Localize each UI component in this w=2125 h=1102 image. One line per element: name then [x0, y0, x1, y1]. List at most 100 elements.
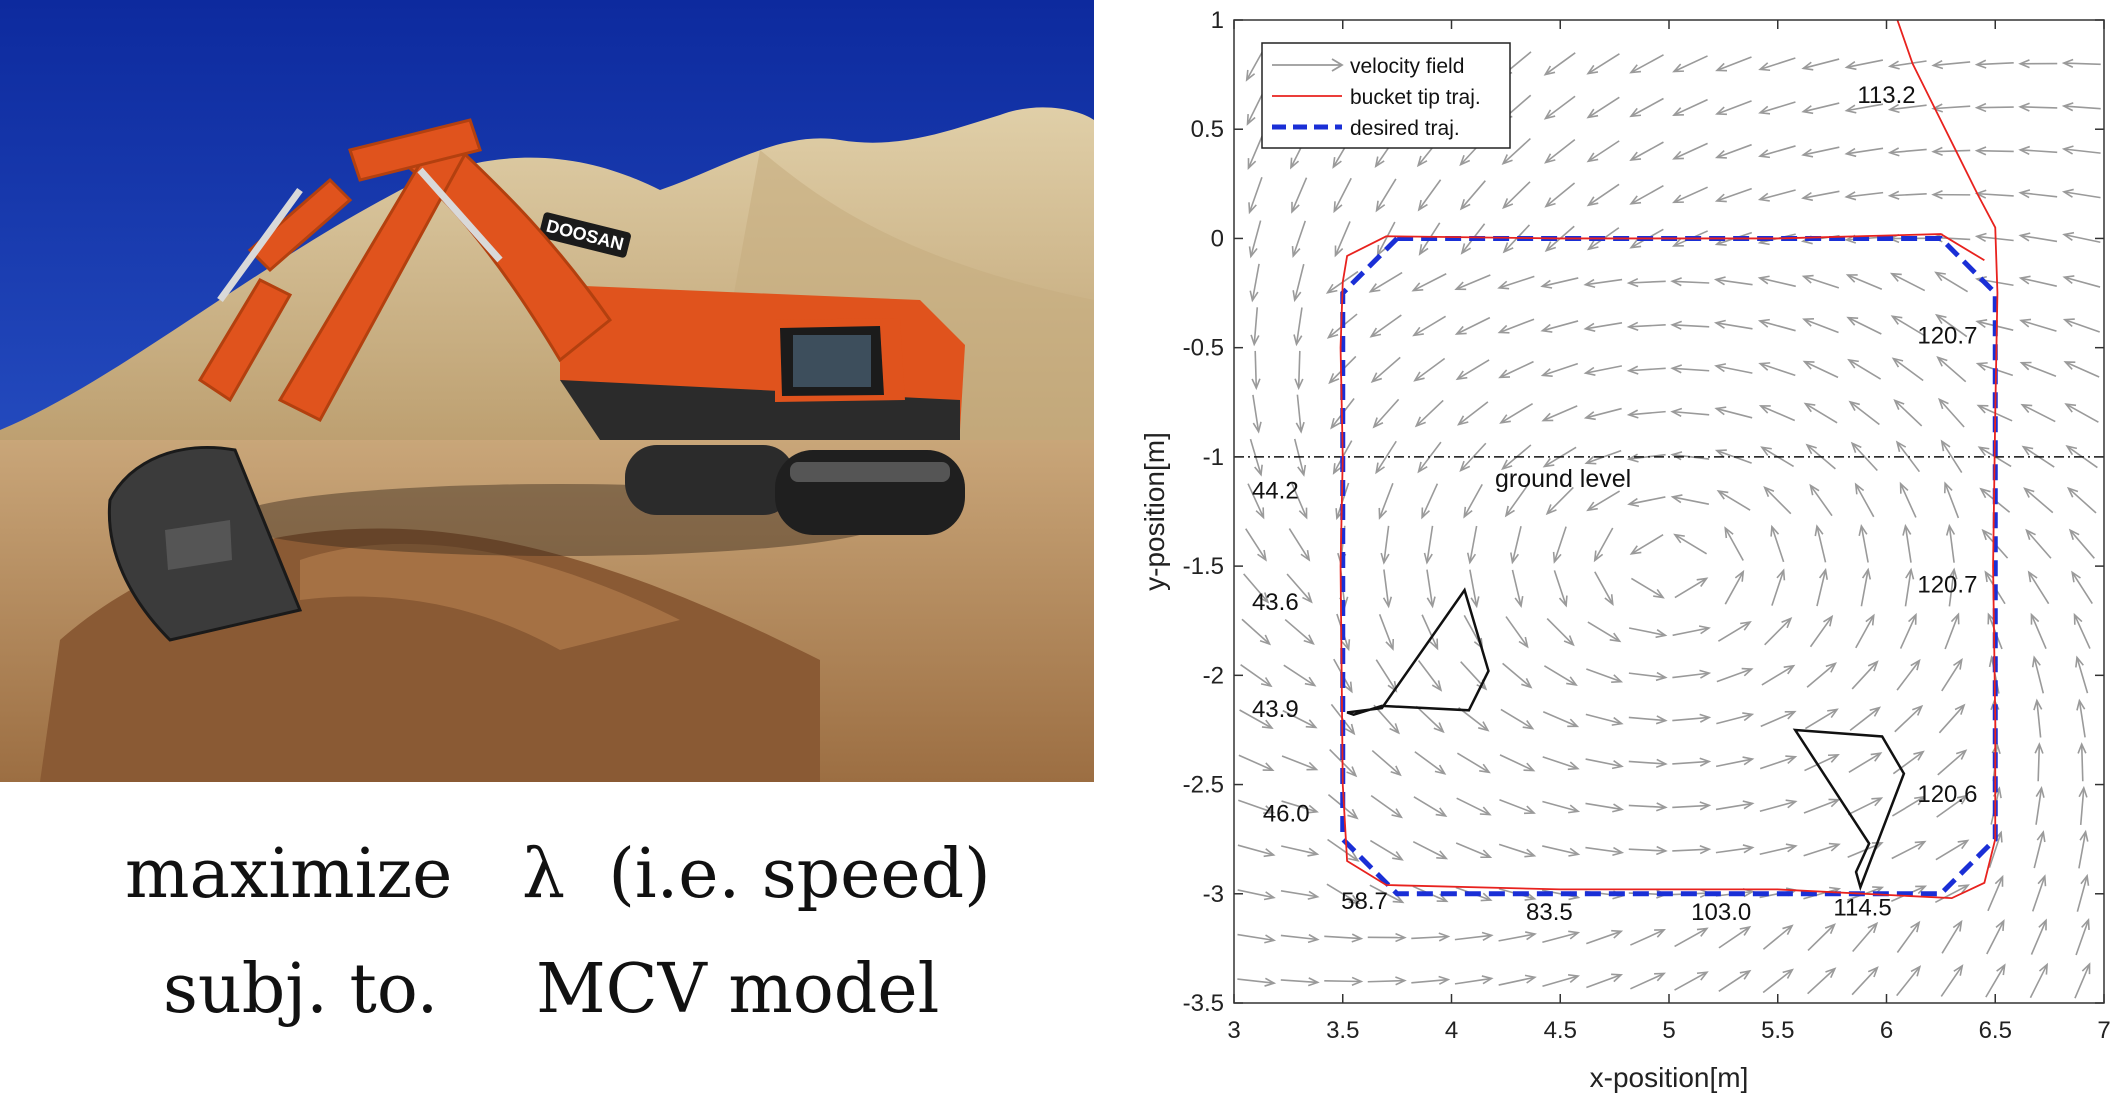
velocity-arrow	[1942, 922, 1961, 954]
velocity-arrow-head	[1953, 922, 1961, 932]
velocity-arrow-head	[1333, 157, 1341, 167]
velocity-arrow	[2068, 488, 2096, 513]
velocity-arrow	[1772, 570, 1784, 605]
velocity-arrow	[1588, 491, 1620, 510]
velocity-arrow-head	[1457, 371, 1467, 379]
velocity-arrow	[1901, 484, 1916, 518]
velocity-arrow	[1370, 273, 1402, 292]
velocity-arrow	[1415, 359, 1445, 381]
velocity-arrow-head	[1740, 622, 1750, 630]
velocity-arrow	[1805, 709, 1837, 728]
velocity-arrow	[1848, 318, 1881, 334]
velocity-arrow	[1811, 485, 1832, 515]
y-tick-label: -2	[1203, 662, 1224, 689]
velocity-arrow-head	[1892, 316, 1902, 324]
velocity-arrow	[1457, 753, 1489, 772]
velocity-arrow	[1554, 570, 1566, 605]
velocity-arrow-head	[1479, 764, 1489, 772]
velocity-arrow	[1988, 877, 2003, 911]
velocity-arrow	[1334, 178, 1351, 211]
velocity-arrow	[1808, 925, 1834, 951]
velocity-arrow	[1892, 842, 1925, 859]
velocity-arrow	[1547, 619, 1573, 645]
velocity-arrow	[1762, 666, 1794, 685]
velocity-arrow	[1895, 706, 1922, 731]
velocity-arrow-head	[2072, 572, 2080, 582]
velocity-arrow	[1459, 402, 1488, 425]
velocity-arrow	[1506, 617, 1527, 647]
velocity-arrow	[1629, 325, 1666, 327]
velocity-arrow-head	[1610, 633, 1620, 641]
velocity-arrow	[1292, 178, 1307, 212]
velocity-arrow	[1503, 663, 1531, 687]
velocity-arrow	[1938, 357, 1966, 381]
velocity-arrow-head	[1566, 677, 1576, 685]
velocity-arrow	[2075, 964, 2090, 998]
velocity-arrow	[1419, 180, 1441, 210]
velocity-arrow	[1760, 757, 1795, 769]
velocity-arrow	[1719, 971, 1750, 991]
velocity-arrow	[2031, 920, 2046, 954]
velocity-arrow	[1588, 622, 1620, 641]
velocity-arrow	[1545, 53, 1575, 75]
velocity-arrow	[1586, 669, 1621, 682]
x-tick-label: 4.5	[1544, 1017, 1577, 1044]
x-tick-label: 5	[1662, 1017, 1675, 1044]
velocity-arrow	[2022, 363, 2056, 377]
y-tick-label: -2.5	[1183, 772, 1224, 799]
velocity-arrow	[2031, 615, 2046, 649]
velocity-arrow	[1285, 620, 1313, 644]
velocity-arrow	[1380, 614, 1393, 649]
velocity-arrow	[1987, 921, 2004, 954]
velocity-arrow	[1895, 400, 1922, 425]
velocity-arrow	[1248, 134, 1263, 168]
velocity-arrow	[1457, 318, 1490, 334]
velocity-arrow	[1804, 844, 1839, 855]
obstacle-1	[1347, 590, 1488, 715]
velocity-arrow	[1805, 404, 1837, 423]
velocity-arrow	[1629, 805, 1666, 807]
velocity-arrow-head	[1871, 753, 1881, 761]
velocity-arrow	[1977, 107, 2014, 108]
velocity-arrow	[1501, 709, 1533, 728]
velocity-arrow	[1674, 100, 1708, 115]
velocity-arrow	[1977, 63, 2014, 65]
y-tick-label: -3	[1203, 881, 1224, 908]
velocity-arrow	[1935, 885, 1968, 902]
velocity-arrow	[1674, 56, 1708, 72]
velocity-arrow	[1933, 150, 1970, 151]
velocity-arrow	[1371, 796, 1401, 817]
velocity-arrow-head	[1370, 284, 1380, 292]
velocity-arrow	[2075, 615, 2090, 649]
velocity-arrow	[2065, 362, 2099, 377]
velocity-arrow	[1936, 841, 1968, 860]
y-tick-label: -1	[1203, 444, 1224, 471]
legend-label: bucket tip traj.	[1350, 86, 1481, 109]
velocity-arrow	[1761, 406, 1795, 421]
legend-label: desired traj.	[1350, 117, 1460, 140]
velocity-arrow	[1457, 798, 1490, 814]
velocity-arrow	[1464, 484, 1482, 516]
velocity-arrow	[1416, 706, 1443, 731]
velocity-arrow	[1897, 661, 1919, 691]
speed-label: 43.9	[1252, 696, 1299, 723]
velocity-arrow	[1939, 705, 1964, 733]
velocity-arrow	[1456, 843, 1490, 857]
velocity-arrow	[1631, 186, 1663, 204]
velocity-arrow	[1852, 968, 1877, 995]
velocity-arrow	[1936, 273, 1968, 292]
velocity-arrow	[1461, 181, 1485, 209]
y-tick-label: 1	[1211, 7, 1224, 34]
velocity-arrow	[1772, 527, 1784, 562]
x-tick-label: 6.5	[1979, 1017, 2012, 1044]
velocity-arrow-head	[1631, 546, 1641, 554]
velocity-arrow	[1761, 712, 1795, 727]
velocity-arrow	[1376, 660, 1396, 691]
velocity-arrow	[2027, 530, 2051, 558]
velocity-arrow	[2020, 107, 2057, 108]
velocity-arrow	[1672, 325, 1709, 327]
velocity-arrow	[1586, 975, 1621, 988]
velocity-arrow	[1938, 751, 1966, 775]
velocity-arrow	[1414, 797, 1446, 816]
velocity-arrow-head	[1979, 447, 1989, 455]
